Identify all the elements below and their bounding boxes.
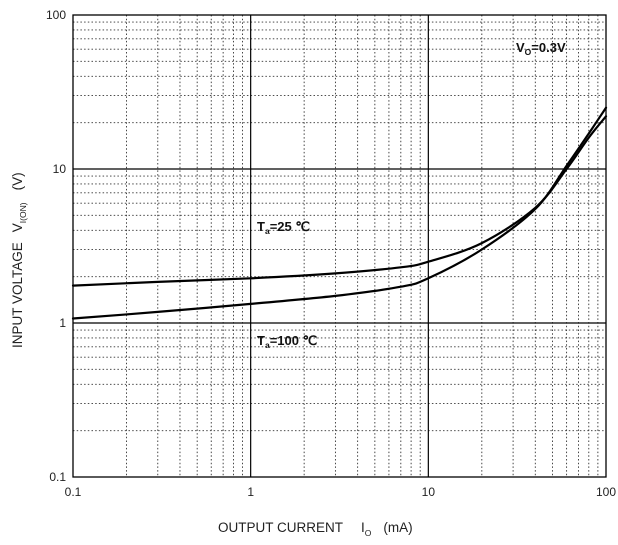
x-tick-label: 0.1 <box>65 485 82 499</box>
x-tick-labels: 0.1 1 10 100 <box>65 485 617 499</box>
series-line-1 <box>71 106 608 320</box>
series-label-25c: Ta=25 ℃ <box>257 219 310 236</box>
y-axis-title: INPUT VOLTAGEVI(ON)(V) <box>10 172 28 348</box>
series-layer <box>71 106 608 320</box>
minor-gridlines <box>73 15 606 477</box>
y-tick-label: 100 <box>46 8 66 22</box>
condition-label: VO=0.3V <box>516 40 566 57</box>
major-gridlines <box>73 15 606 477</box>
x-axis-title: OUTPUT CURRENT IO (mA) <box>218 520 413 538</box>
x-tick-label: 100 <box>596 485 616 499</box>
y-tick-label: 10 <box>53 162 67 176</box>
series-label-100c: Ta=100 ℃ <box>257 333 317 350</box>
x-tick-label: 10 <box>422 485 436 499</box>
y-tick-label: 0.1 <box>49 470 66 484</box>
plot-frame <box>72 14 607 478</box>
y-tick-labels: 0.1 1 10 100 <box>46 8 66 484</box>
x-tick-label: 1 <box>247 485 254 499</box>
series-line-0 <box>71 115 608 287</box>
y-tick-label: 1 <box>59 316 66 330</box>
